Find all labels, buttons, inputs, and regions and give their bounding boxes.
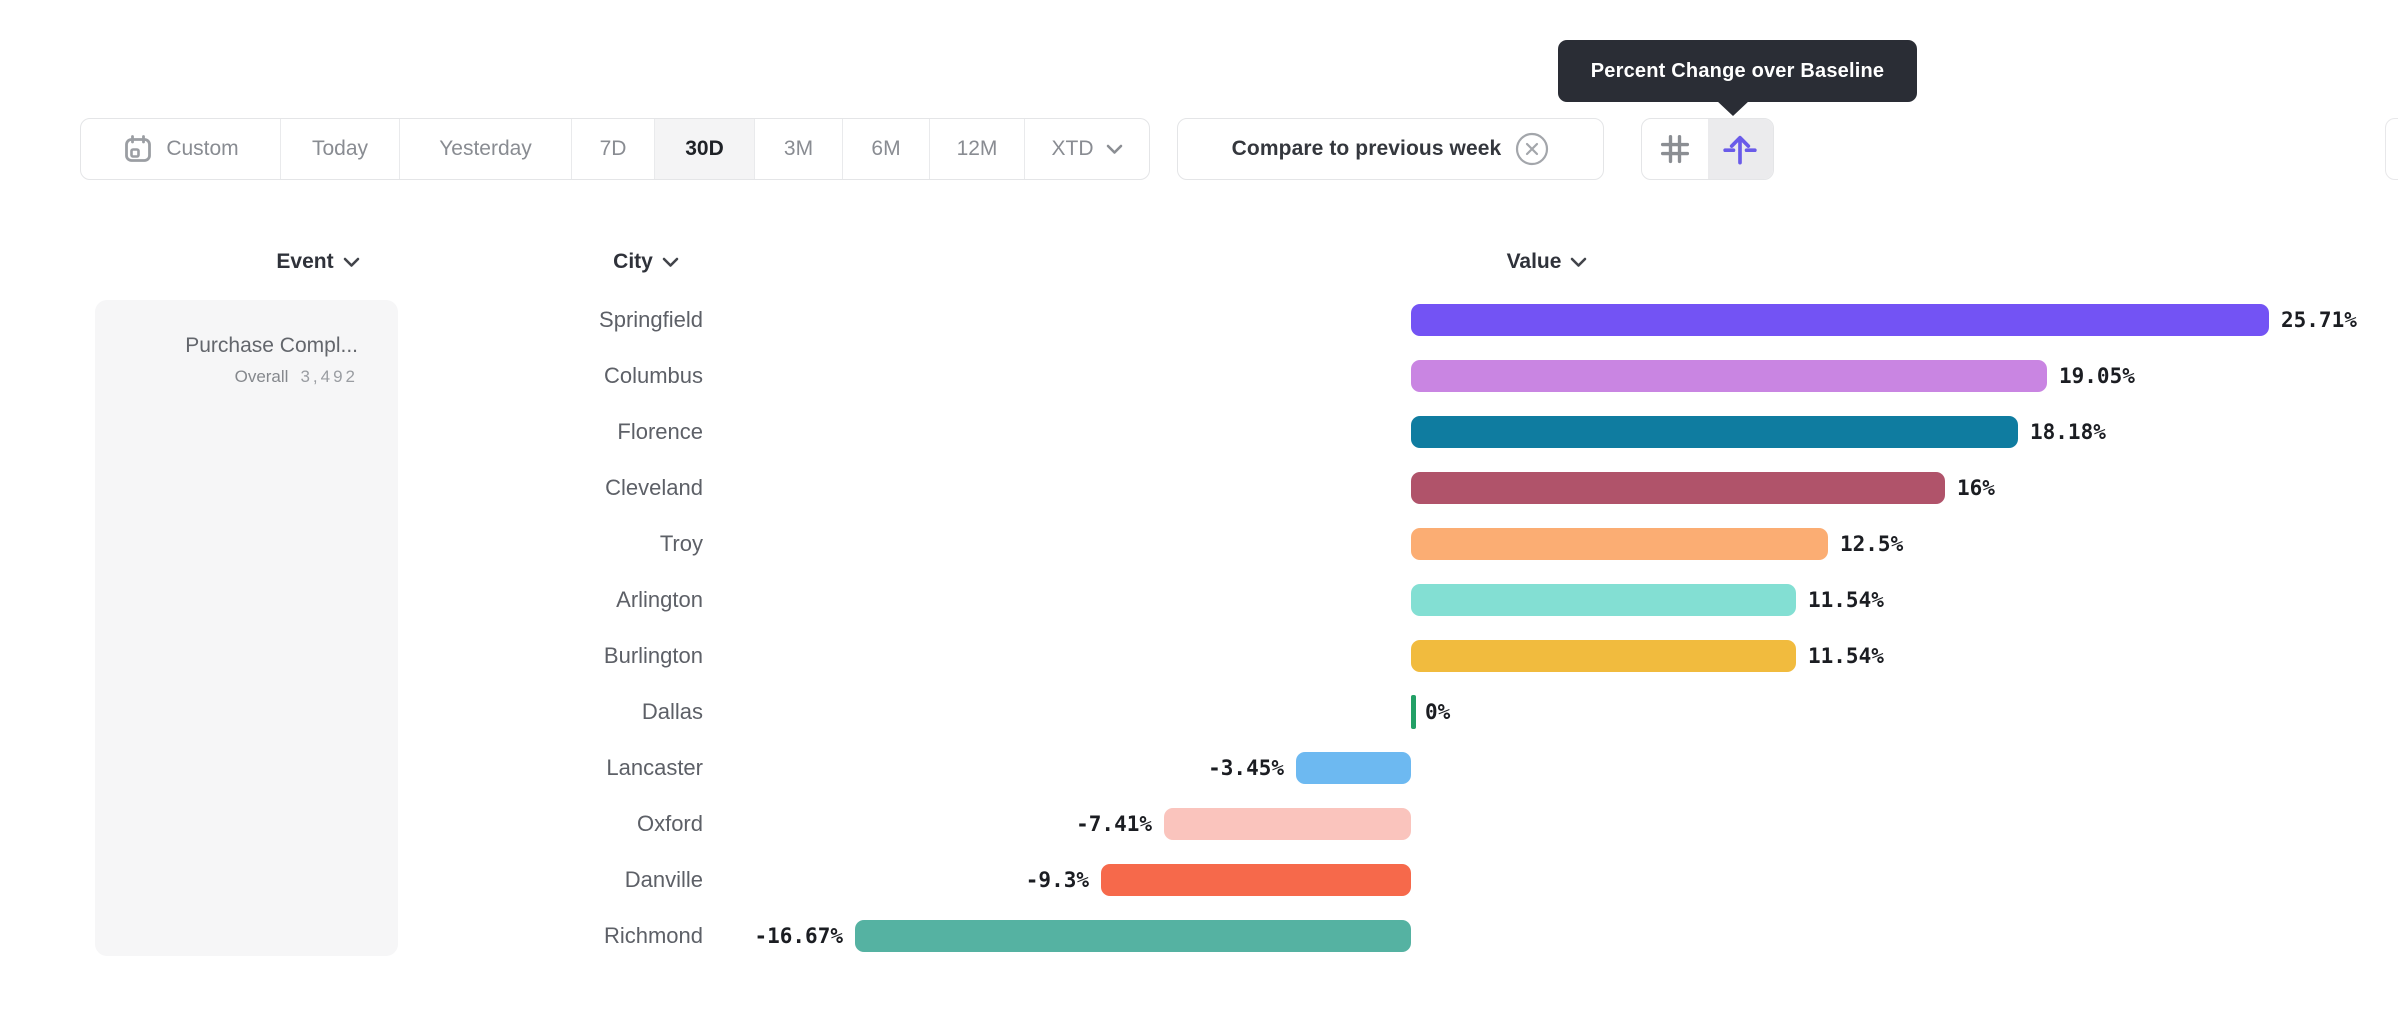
city-label: Springfield (599, 307, 703, 332)
date-range-6m[interactable]: 6M (842, 119, 929, 179)
chart-row-danville: Danville -9.3% (0, 852, 2398, 908)
value-label: 11.54% (1808, 588, 1884, 612)
bar-arlington[interactable] (1411, 584, 1796, 616)
chart-row-richmond: Richmond -16.67% (0, 908, 2398, 964)
bar-danville[interactable] (1101, 864, 1411, 896)
value-label: 16% (1957, 476, 1995, 500)
date-range-12m[interactable]: 12M (929, 119, 1024, 179)
city-label: Lancaster (606, 755, 703, 780)
city-header-label: City (613, 250, 653, 273)
tooltip-text: Percent Change over Baseline (1590, 59, 1885, 82)
value-label: 19.05% (2059, 364, 2135, 388)
chart-row-florence: Florence 18.18% (0, 404, 2398, 460)
chevron-down-icon (662, 257, 679, 268)
date-range-label: 3M (783, 137, 814, 160)
chevron-down-icon (1570, 257, 1587, 268)
compare-chip-label: Compare to previous week (1231, 137, 1502, 160)
date-range-toolbar: Custom Today Yesterday 7D 30D 3M 6M 12M XTD (80, 118, 1150, 180)
column-header-value[interactable]: Value (1437, 246, 1657, 278)
date-range-custom[interactable]: Custom (81, 119, 280, 179)
percent-change-button[interactable] (1707, 119, 1773, 179)
date-range-30d[interactable]: 30D (654, 119, 754, 179)
date-range-label: XTD (1051, 137, 1094, 160)
date-range-label: Custom (166, 137, 239, 160)
zero-baseline-tick[interactable] (1411, 695, 1416, 729)
bar-burlington[interactable] (1411, 640, 1796, 672)
date-range-7d[interactable]: 7D (571, 119, 654, 179)
city-label: Dallas (641, 699, 703, 724)
date-range-label: 6M (871, 137, 901, 160)
compare-chip[interactable]: Compare to previous week (1177, 118, 1604, 180)
city-label: Troy (659, 531, 703, 556)
chart-row-dallas: Dallas 0% (0, 684, 2398, 740)
chevron-down-icon (343, 257, 360, 268)
bar-florence[interactable] (1411, 416, 2018, 448)
value-label: -3.45% (1208, 756, 1284, 780)
overall-label: Overall (234, 367, 289, 386)
city-label: Richmond (603, 923, 703, 948)
chart-row-cleveland: Cleveland 16% (0, 460, 2398, 516)
date-range-label: 30D (685, 137, 724, 160)
value-label: 11.54% (1808, 644, 1884, 668)
date-range-yesterday[interactable]: Yesterday (399, 119, 571, 179)
city-label: Oxford (636, 811, 703, 836)
bar-lancaster[interactable] (1296, 752, 1411, 784)
chart-row-burlington: Burlington 11.54% (0, 628, 2398, 684)
date-range-today[interactable]: Today (280, 119, 399, 179)
overall-value: 3,492 (300, 367, 358, 386)
chart-row-columbus: Columbus 19.05% (0, 348, 2398, 404)
absolute-values-button[interactable] (1642, 119, 1708, 179)
date-range-xtd[interactable]: XTD (1024, 119, 1149, 179)
value-label: -16.67% (754, 924, 843, 948)
tooltip: Percent Change over Baseline (1558, 40, 1917, 102)
clipped-toolbar-button[interactable] (2385, 118, 2398, 180)
value-display-toggle (1641, 118, 1774, 180)
city-label: Columbus (603, 363, 703, 388)
chart-row-troy: Troy 12.5% (0, 516, 2398, 572)
city-label: Arlington (616, 587, 703, 612)
chart-row-lancaster: Lancaster -3.45% (0, 740, 2398, 796)
value-label: 25.71% (2281, 308, 2357, 332)
chart-row-springfield: Springfield 25.71% (0, 292, 2398, 348)
close-circle-icon[interactable] (1515, 132, 1549, 166)
bar-oxford[interactable] (1164, 808, 1411, 840)
event-header-label: Event (276, 250, 334, 273)
value-label: 12.5% (1840, 532, 1904, 556)
value-header-label: Value (1506, 250, 1562, 273)
chart-row-arlington: Arlington 11.54% (0, 572, 2398, 628)
baseline-arrow-up-icon (1721, 130, 1759, 168)
city-label: Cleveland (605, 475, 703, 500)
date-range-label: Yesterday (439, 137, 532, 160)
event-overall: Overall 3,492 (115, 367, 358, 387)
bar-richmond[interactable] (855, 920, 1411, 952)
value-label: 0% (1425, 700, 1451, 724)
chart-row-oxford: Oxford -7.41% (0, 796, 2398, 852)
bar-cleveland[interactable] (1411, 472, 1945, 504)
tooltip-tail (1716, 100, 1750, 116)
value-label: -9.3% (1025, 868, 1089, 892)
value-label: 18.18% (2030, 420, 2106, 444)
column-header-city[interactable]: City (536, 246, 756, 278)
chevron-down-icon (1106, 144, 1123, 155)
calendar-icon (122, 133, 154, 165)
city-label: Danville (624, 867, 703, 892)
bar-springfield[interactable] (1411, 304, 2269, 336)
value-label: -7.41% (1076, 812, 1152, 836)
hash-grid-icon (1657, 131, 1693, 167)
bar-columbus[interactable] (1411, 360, 2047, 392)
event-panel-item[interactable]: Purchase Compl... Overall 3,492 (95, 300, 398, 956)
date-range-label: 7D (599, 137, 627, 160)
date-range-3m[interactable]: 3M (754, 119, 842, 179)
column-header-event[interactable]: Event (208, 246, 428, 278)
event-name: Purchase Compl... (185, 334, 358, 357)
city-label: Burlington (603, 643, 703, 668)
bar-chart: Springfield 25.71% Columbus 19.05% Florence 1… (0, 292, 2398, 964)
city-label: Florence (617, 419, 703, 444)
date-range-label: Today (311, 137, 369, 160)
bar-troy[interactable] (1411, 528, 1828, 560)
date-range-label: 12M (956, 137, 998, 160)
